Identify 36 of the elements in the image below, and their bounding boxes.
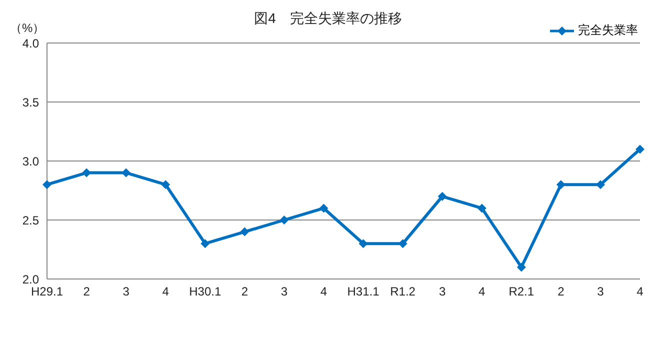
point — [556, 180, 566, 190]
y-axis-title: （%） — [10, 20, 45, 37]
y-tick-label: 3.0 — [22, 154, 40, 168]
point — [438, 192, 447, 201]
point — [319, 204, 328, 213]
x-tick-label: 2 — [241, 284, 248, 299]
y-tick-label: 2.5 — [22, 213, 40, 228]
point — [122, 168, 131, 178]
point — [516, 262, 526, 272]
y-tick-label: 3.5 — [22, 95, 40, 110]
x-tick-label: 4 — [162, 284, 170, 299]
x-tick-label: 4 — [320, 284, 328, 299]
x-tick-label: 3 — [438, 284, 446, 299]
y-tick-label: 4.0 — [22, 36, 40, 50]
x-tick-label: 2 — [83, 284, 90, 299]
x-tick-label: 4 — [478, 284, 486, 299]
x-tick-label: 3 — [280, 284, 288, 299]
point — [477, 204, 486, 213]
point — [161, 180, 170, 190]
x-tick-label: 3 — [122, 284, 130, 299]
x-tick-label: R2.1 — [508, 284, 534, 299]
point — [200, 239, 210, 248]
x-tick-label: 3 — [597, 284, 604, 299]
y-tick-label: 2.0 — [22, 272, 40, 286]
x-tick-label: H29.1 — [30, 284, 64, 299]
x-tick-label: H30.1 — [189, 284, 222, 299]
x-tick-label: R1.2 — [390, 284, 416, 299]
x-tick-label: 2 — [558, 284, 565, 299]
point — [280, 216, 289, 224]
legend-label: 完全失業率 — [578, 22, 638, 39]
x-tick-label: H31.1 — [347, 284, 380, 299]
chart-title: 図4 完全失業率の推移 — [254, 10, 402, 26]
x-tick-label: 4 — [636, 284, 644, 299]
point — [636, 144, 644, 154]
point — [42, 180, 52, 190]
point — [240, 227, 250, 236]
